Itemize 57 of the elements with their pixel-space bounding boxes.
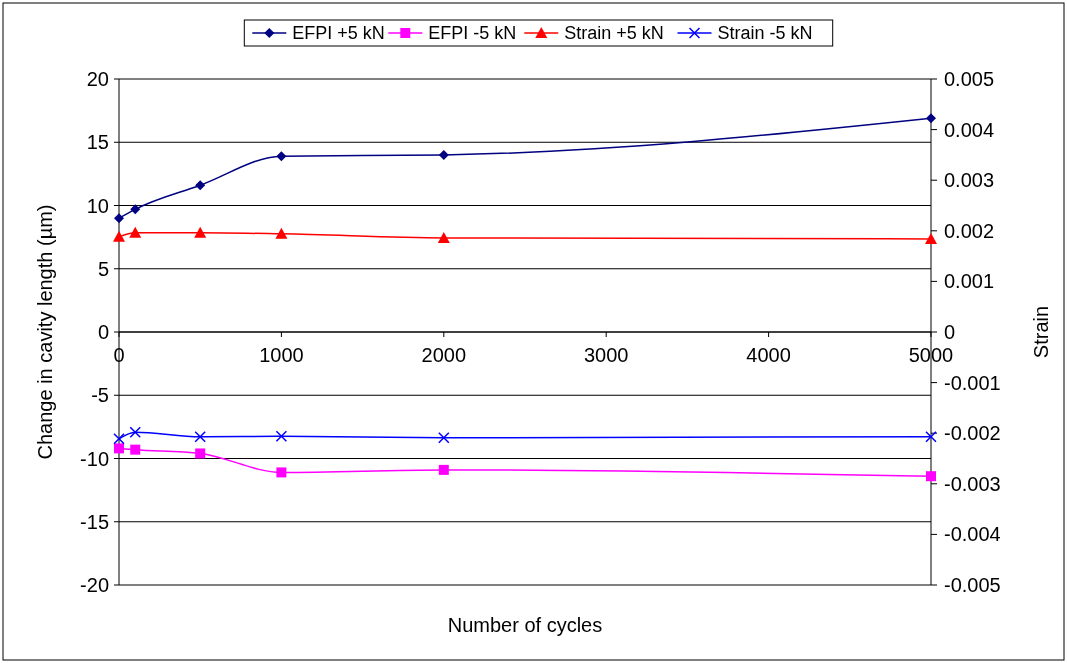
point	[114, 213, 124, 224]
point	[195, 448, 206, 459]
y2-tick-label: -0.001	[944, 371, 1001, 394]
legend-label: Strain +5 kN	[564, 23, 664, 44]
point	[129, 226, 142, 238]
y-axis-title: Change in cavity length (µm)	[34, 204, 56, 460]
point	[926, 113, 936, 124]
point	[276, 467, 287, 478]
x-tick-label: 4000	[746, 344, 791, 366]
x-tick-label: 0	[113, 344, 125, 366]
point	[925, 430, 937, 443]
y2-tick-label: 0.003	[944, 169, 995, 192]
y2-tick-label: 0.005	[944, 68, 995, 90]
point	[438, 149, 449, 160]
y2-axis-title: Strain	[1030, 305, 1052, 359]
y-tick-label: 5	[97, 257, 109, 280]
legend-label: Strain -5 kN	[717, 23, 813, 44]
point	[130, 204, 141, 215]
y2-tick-label: -0.005	[944, 574, 1001, 596]
y-tick-label: 10	[86, 194, 109, 217]
y2-tick-label: 0.004	[944, 118, 995, 141]
point	[438, 464, 449, 475]
legend-label: EFPI +5 kN	[292, 23, 385, 44]
point	[275, 430, 288, 442]
point	[275, 227, 288, 239]
point	[276, 151, 287, 162]
y-tick-label: -5	[91, 384, 109, 407]
y2-tick-label: -0.004	[944, 523, 1001, 546]
legend-label: EFPI -5 kN	[428, 23, 517, 44]
point	[194, 430, 206, 443]
y-tick-label: -15	[80, 510, 109, 533]
y-tick-label: 15	[86, 131, 109, 154]
x-tick-label: 1000	[259, 344, 304, 366]
y2-tick-label: 0.001	[944, 270, 995, 293]
y2-tick-label: 0	[944, 321, 956, 343]
point	[113, 433, 125, 445]
x-axis-title: Number of cycles	[447, 614, 603, 636]
point	[195, 180, 206, 191]
point	[130, 444, 141, 455]
x-tick-label: 2000	[421, 344, 467, 366]
y-tick-label: 20	[86, 68, 109, 90]
y2-tick-label: -0.003	[944, 472, 1001, 495]
x-tick-label: 5000	[908, 344, 954, 366]
point	[926, 471, 936, 482]
point	[438, 432, 450, 444]
x-tick-label: 3000	[583, 344, 629, 366]
point	[113, 230, 125, 242]
y2-tick-label: -0.002	[944, 422, 1001, 445]
point	[129, 426, 141, 438]
point	[925, 232, 937, 244]
y-tick-label: -20	[80, 574, 109, 596]
y-tick-label: 0	[97, 321, 109, 343]
y-tick-label: -10	[80, 447, 109, 470]
point	[114, 443, 124, 454]
point	[194, 226, 207, 238]
y2-tick-label: 0.002	[944, 219, 995, 242]
point	[437, 231, 450, 243]
